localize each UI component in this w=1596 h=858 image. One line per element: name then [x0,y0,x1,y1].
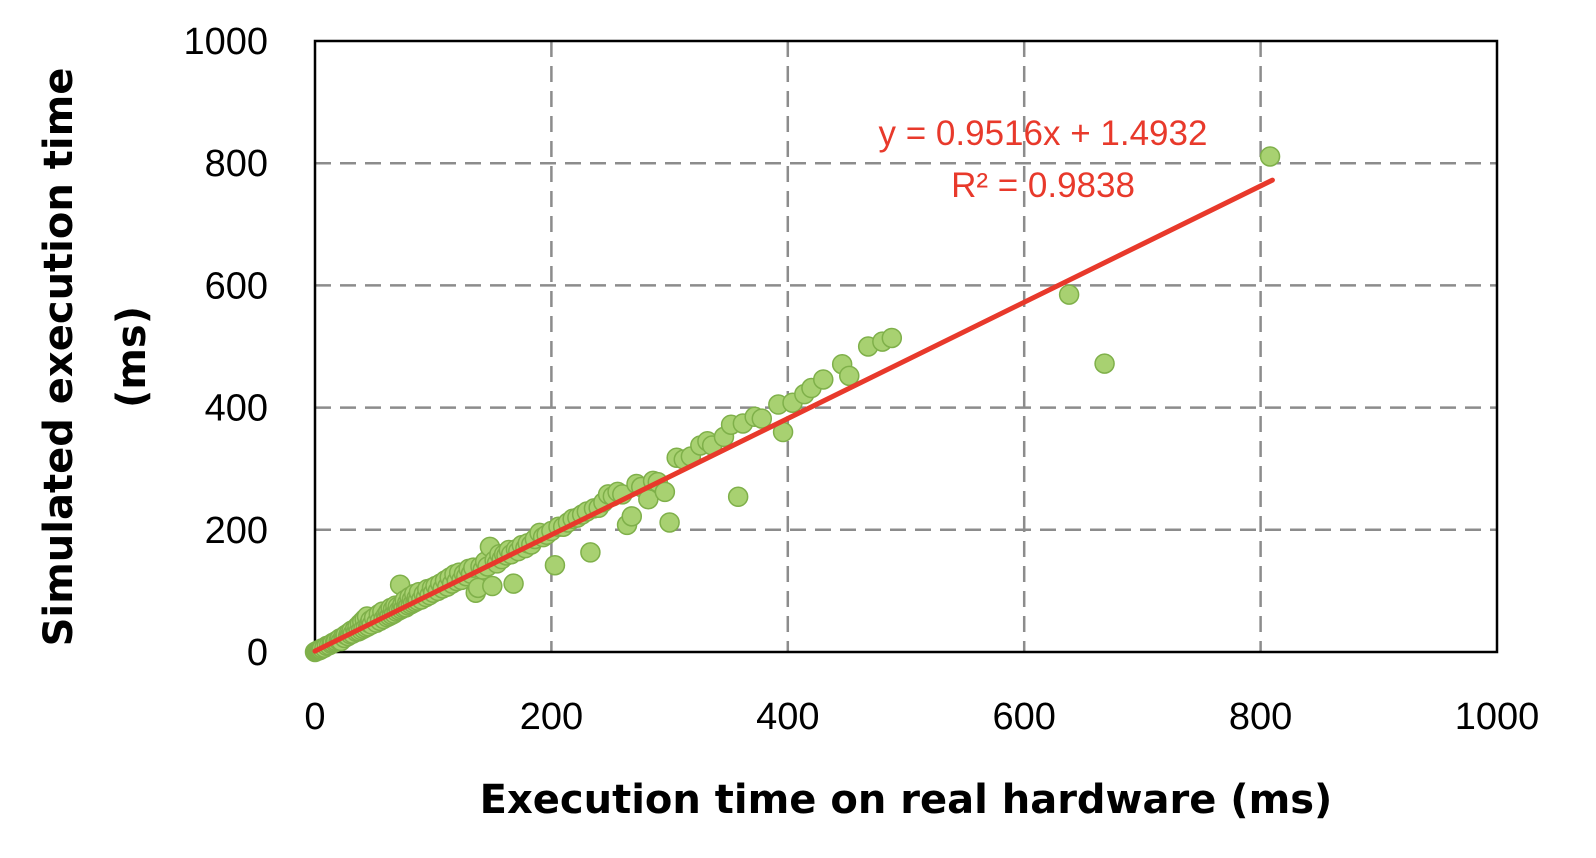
x-tick-label: 800 [1229,696,1292,738]
data-point [621,506,643,527]
data-point [1094,353,1115,374]
data-point [503,573,524,594]
y-axis-title-line-1: Simulated execution time [36,68,82,647]
data-point [813,369,834,390]
plot-area-frame [313,39,1499,654]
data-point [727,486,749,508]
x-tick-label: 600 [992,696,1055,738]
y-tick-label: 600 [205,265,268,307]
y-tick-labels: 0 200 400 600 800 1000 [183,21,268,674]
x-tick-label: 400 [756,696,819,738]
data-point [654,481,676,503]
data-point [1058,284,1080,305]
y-tick-label: 0 [247,632,268,674]
r-squared-label: R² = 0.9838 [951,166,1135,205]
y-tick-label: 1000 [183,21,268,63]
data-point [881,327,903,349]
data-point [482,575,503,597]
data-point [580,542,601,563]
data-point [659,512,680,533]
x-tick-labels: 0 200 400 600 800 1000 [304,696,1539,738]
x-tick-label: 200 [520,696,583,738]
y-tick-label: 400 [205,388,268,430]
data-point [839,365,860,387]
data-point [751,408,773,429]
x-axis-title: Execution time on real hardware (ms) [480,777,1333,823]
x-tick-label: 0 [304,696,325,738]
data-point [1259,146,1281,167]
data-point [544,554,566,576]
trendline [312,177,1275,654]
y-axis-title-line-2: (ms) [109,306,155,408]
y-tick-label: 800 [205,143,268,185]
trendline-equation: y = 0.9516x + 1.4932 [879,114,1208,153]
grid-lines [315,41,1497,652]
y-tick-label: 200 [205,510,268,552]
x-tick-label: 1000 [1455,696,1540,738]
